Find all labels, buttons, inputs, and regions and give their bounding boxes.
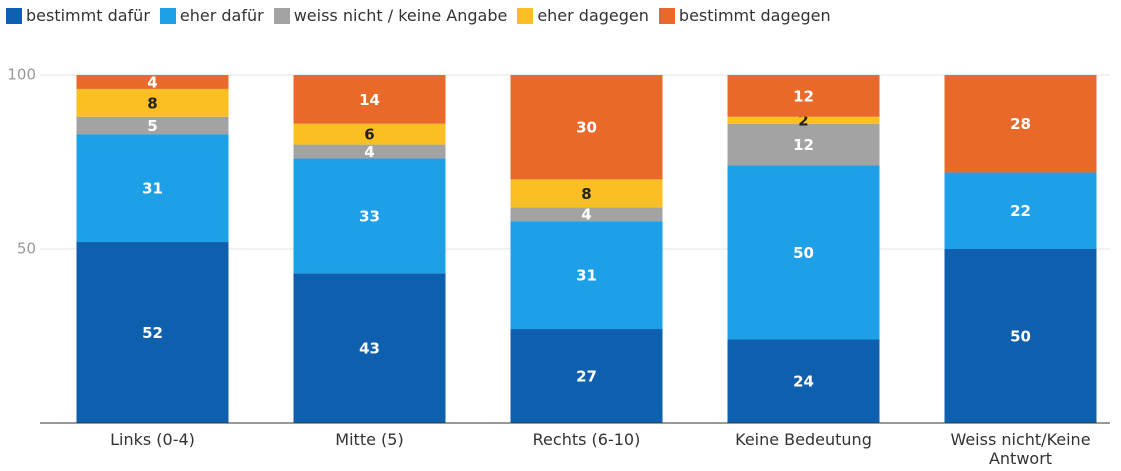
x-tick-label: Keine Bedeutung [735, 430, 872, 449]
x-tick-label: Rechts (6-10) [532, 430, 641, 449]
data-label: 4 [364, 143, 374, 161]
legend-swatch [273, 7, 290, 24]
data-label: 28 [1010, 115, 1031, 133]
data-label: 12 [793, 87, 814, 105]
data-label: 14 [359, 91, 380, 109]
data-label: 43 [359, 340, 380, 358]
data-label: 31 [576, 267, 597, 285]
data-label: 31 [142, 180, 163, 198]
bar-segment [76, 75, 229, 89]
legend-label: eher dagegen [537, 6, 649, 25]
legend-swatch [517, 7, 534, 24]
data-label: 50 [793, 244, 814, 262]
legend-item: bestimmt dagegen [658, 6, 831, 25]
legend-label: bestimmt dagegen [678, 6, 831, 25]
bar-segment [76, 134, 229, 243]
bar-segment [76, 242, 229, 423]
bar-segment [727, 75, 880, 117]
data-label: 2 [798, 112, 808, 130]
data-label: 6 [364, 126, 374, 144]
bar-segment [293, 158, 446, 274]
x-tick-label: Links (0-4) [110, 430, 195, 449]
legend-label: eher dafür [179, 6, 264, 25]
data-label: 50 [1010, 328, 1031, 346]
bar-segment [76, 116, 229, 135]
legend-swatch [658, 7, 675, 24]
bar-segment [510, 329, 663, 423]
data-label: 8 [147, 94, 157, 112]
legend-label: bestimmt dafür [26, 6, 150, 25]
bar-segment [510, 75, 663, 180]
x-tick-label: Weiss nicht/Keine Antwort [950, 430, 1091, 468]
legend-item: bestimmt dafür [6, 6, 150, 25]
data-label: 24 [793, 373, 814, 391]
legend-swatch [6, 7, 22, 24]
legend: bestimmt dafür eher dafür weiss nicht / ke… [6, 6, 831, 25]
data-label: 4 [147, 73, 157, 91]
data-label: 12 [793, 136, 814, 154]
data-label: 52 [142, 324, 163, 342]
data-label: 33 [359, 207, 380, 225]
legend-label: weiss nicht / keine Angabe [293, 6, 508, 25]
bar-segment [510, 207, 663, 222]
legend-item: eher dagegen [517, 6, 649, 25]
bar-segment [293, 273, 446, 423]
bar-segment [510, 179, 663, 208]
data-label: 30 [576, 119, 597, 137]
bar-segment [727, 339, 880, 423]
legend-item: eher dafür [159, 6, 264, 25]
y-tick-label: 100 [7, 66, 36, 84]
data-label: 27 [576, 368, 597, 386]
bar-segment [944, 249, 1097, 423]
legend-swatch [159, 7, 176, 24]
bar-segment [76, 88, 229, 117]
legend-item: weiss nicht / keine Angabe [273, 6, 508, 25]
bar-segment [510, 221, 663, 330]
data-label: 4 [581, 206, 591, 224]
y-tick-label: 50 [17, 240, 36, 258]
x-tick-label: Mitte (5) [335, 430, 404, 449]
bar-segment [727, 116, 880, 124]
bar-segment [727, 165, 880, 340]
bar-segment [727, 123, 880, 166]
bar-segment [293, 75, 446, 124]
data-label: 5 [147, 117, 157, 135]
bar-segment [293, 144, 446, 159]
bar-segment [293, 123, 446, 145]
data-label: 22 [1010, 202, 1031, 220]
bar-segment [944, 172, 1097, 249]
bar-segment [944, 75, 1097, 173]
data-label: 8 [581, 185, 591, 203]
